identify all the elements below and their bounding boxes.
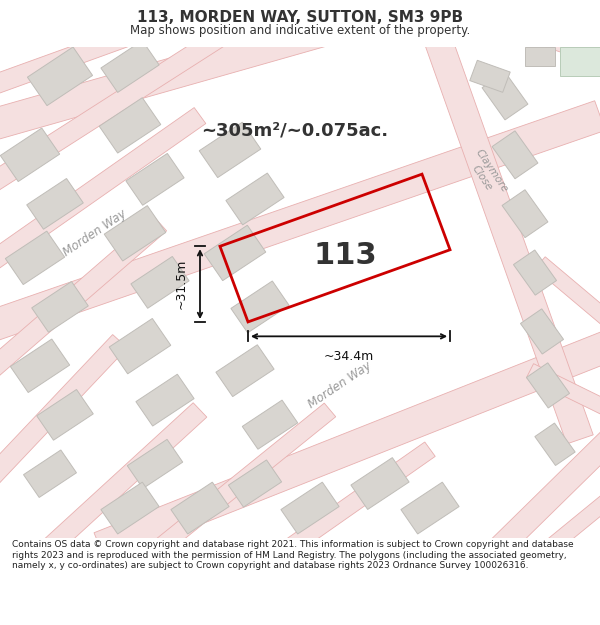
Polygon shape (526, 363, 569, 408)
Polygon shape (131, 256, 189, 308)
Text: Morden Way: Morden Way (306, 359, 374, 411)
Text: Contains OS data © Crown copyright and database right 2021. This information is : Contains OS data © Crown copyright and d… (12, 540, 574, 570)
Polygon shape (199, 122, 261, 177)
Polygon shape (514, 250, 557, 295)
Polygon shape (535, 257, 600, 328)
Polygon shape (0, 29, 226, 192)
Polygon shape (502, 190, 548, 238)
Polygon shape (126, 153, 184, 205)
Polygon shape (0, 2, 374, 141)
Polygon shape (136, 374, 194, 426)
Polygon shape (37, 389, 93, 440)
Polygon shape (32, 281, 88, 332)
Polygon shape (0, 216, 167, 378)
Polygon shape (99, 98, 161, 153)
Polygon shape (520, 309, 563, 354)
Polygon shape (171, 482, 229, 534)
Polygon shape (216, 345, 274, 397)
Polygon shape (127, 439, 183, 489)
Polygon shape (0, 107, 206, 271)
Polygon shape (417, 13, 593, 444)
Polygon shape (28, 47, 92, 106)
Polygon shape (104, 206, 166, 261)
Polygon shape (5, 231, 65, 284)
Polygon shape (154, 403, 336, 554)
Polygon shape (0, 334, 127, 485)
Text: Claymore
Close: Claymore Close (464, 148, 510, 201)
Text: 113, MORDEN WAY, SUTTON, SM3 9PB: 113, MORDEN WAY, SUTTON, SM3 9PB (137, 10, 463, 25)
Polygon shape (94, 327, 600, 562)
Polygon shape (226, 173, 284, 225)
Text: ~305m²/~0.075ac.: ~305m²/~0.075ac. (202, 121, 389, 139)
Polygon shape (525, 47, 555, 66)
Polygon shape (23, 450, 76, 498)
Polygon shape (281, 482, 339, 534)
Polygon shape (491, 431, 600, 556)
Polygon shape (27, 179, 83, 229)
Polygon shape (470, 60, 510, 92)
Polygon shape (10, 339, 70, 392)
Text: ~31.5m: ~31.5m (175, 259, 188, 309)
Text: 113: 113 (313, 241, 377, 271)
Polygon shape (560, 47, 600, 76)
Text: Map shows position and indicative extent of the property.: Map shows position and indicative extent… (130, 24, 470, 36)
Polygon shape (101, 482, 159, 534)
Polygon shape (285, 442, 435, 554)
Polygon shape (101, 41, 159, 92)
Polygon shape (204, 225, 266, 281)
Polygon shape (351, 458, 409, 509)
Polygon shape (545, 492, 600, 553)
Polygon shape (482, 72, 528, 120)
Text: Morden Way: Morden Way (61, 208, 129, 259)
Polygon shape (535, 423, 575, 466)
Polygon shape (526, 364, 600, 417)
Polygon shape (229, 460, 281, 507)
Polygon shape (0, 101, 600, 341)
Polygon shape (492, 131, 538, 179)
Polygon shape (401, 482, 459, 534)
Polygon shape (231, 281, 289, 333)
Polygon shape (109, 319, 171, 374)
Polygon shape (1, 128, 59, 181)
Polygon shape (43, 402, 207, 554)
Polygon shape (242, 400, 298, 449)
Text: ~34.4m: ~34.4m (324, 350, 374, 363)
Polygon shape (0, 8, 184, 96)
Polygon shape (478, 10, 600, 64)
